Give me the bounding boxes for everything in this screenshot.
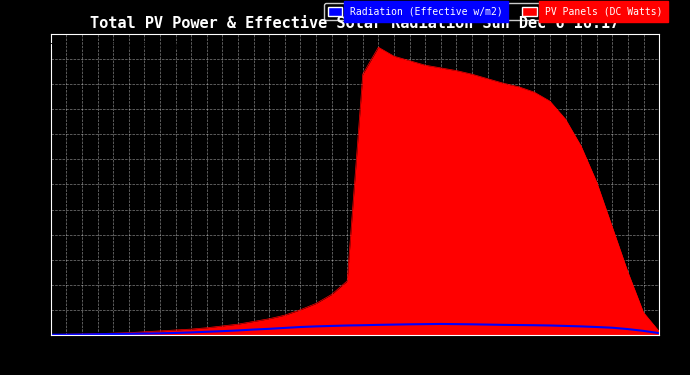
Text: Copyright 2015 Cartronics.com: Copyright 2015 Cartronics.com bbox=[7, 41, 177, 51]
Legend: Radiation (Effective w/m2), PV Panels (DC Watts): Radiation (Effective w/m2), PV Panels (D… bbox=[324, 3, 666, 21]
Title: Total PV Power & Effective Solar Radiation Sun Dec 6 16:17: Total PV Power & Effective Solar Radiati… bbox=[90, 16, 620, 32]
